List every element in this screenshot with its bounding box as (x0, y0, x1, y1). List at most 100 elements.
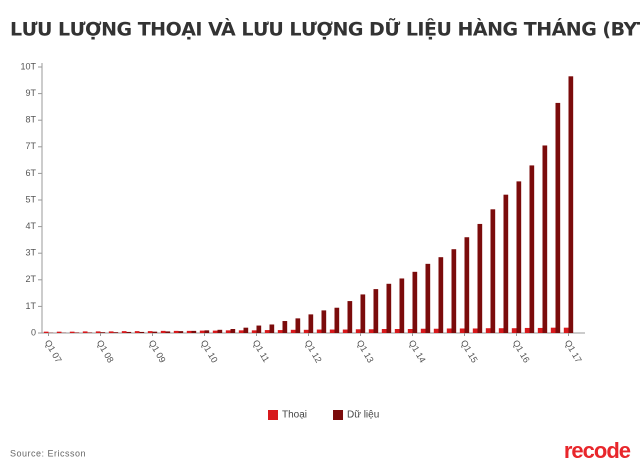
bar (407, 329, 413, 333)
bar (95, 331, 101, 333)
x-tick-label: Q1 12 (303, 338, 324, 364)
bar (204, 330, 210, 333)
bar (464, 237, 470, 333)
bar (100, 332, 106, 333)
bar (446, 328, 452, 333)
y-tick-label: 1T (25, 301, 36, 311)
bar (498, 328, 504, 333)
legend-label: Thoại (282, 410, 307, 421)
bar (381, 329, 387, 333)
bar (108, 331, 114, 333)
bar (282, 321, 288, 333)
bar (56, 331, 62, 333)
bar (459, 328, 465, 333)
bar (308, 314, 314, 333)
bar (186, 330, 192, 333)
x-tick-label: Q1 16 (511, 338, 532, 364)
bar (399, 278, 405, 333)
bar (342, 329, 348, 333)
bar (316, 329, 322, 333)
bar (251, 330, 257, 333)
bar (173, 330, 179, 333)
x-tick-label: Q1 09 (147, 338, 168, 364)
bar (191, 330, 197, 333)
bar (485, 328, 491, 333)
bar (256, 325, 262, 333)
bar (147, 331, 153, 333)
bar (568, 76, 574, 333)
bar (290, 329, 296, 333)
y-tick-label: 2T (25, 274, 36, 284)
bar (503, 194, 509, 333)
legend-swatch (333, 410, 344, 420)
bar (74, 332, 80, 333)
bar (529, 165, 535, 333)
bar (277, 330, 283, 333)
bar (542, 145, 548, 333)
bar (516, 181, 522, 333)
bar (420, 328, 426, 333)
bar (355, 329, 361, 333)
bar (555, 102, 561, 333)
bar (511, 328, 517, 333)
bar (165, 331, 171, 333)
bar (160, 330, 166, 333)
bar (212, 330, 218, 333)
bar (321, 310, 327, 333)
legend-label: Dữ liệu (347, 410, 379, 421)
x-tick-label: Q1 07 (43, 338, 64, 364)
x-tick-label: Q1 17 (563, 338, 584, 364)
bar (113, 332, 119, 333)
bar (295, 318, 301, 333)
bar (121, 331, 127, 333)
bar (524, 327, 530, 333)
bar (360, 294, 366, 333)
y-tick-label: 0 (31, 327, 36, 337)
bar (334, 307, 340, 333)
y-tick-label: 10T (20, 61, 36, 71)
y-tick-label: 5T (25, 194, 36, 204)
y-tick-label: 4T (25, 221, 36, 231)
bar (425, 263, 431, 333)
bar (126, 331, 132, 333)
legend-swatch (268, 410, 278, 420)
bar (433, 328, 439, 333)
bar (563, 327, 569, 333)
bar (264, 330, 270, 333)
bar (550, 327, 556, 333)
logo: recode (564, 438, 631, 463)
bar (217, 329, 223, 333)
bar (477, 223, 483, 333)
bar (82, 331, 88, 333)
x-tick-label: Q1 13 (355, 338, 376, 364)
y-tick-label: 3T (25, 248, 36, 258)
y-tick-label: 7T (25, 141, 36, 151)
bar (178, 331, 184, 333)
bar (243, 327, 249, 333)
bar (347, 301, 353, 333)
bar (394, 329, 400, 333)
bar (412, 271, 418, 333)
bar (199, 330, 205, 333)
x-tick-label: Q1 10 (199, 338, 220, 364)
bar (43, 331, 49, 333)
bar (69, 331, 75, 333)
x-tick-label: Q1 15 (459, 338, 480, 364)
bar (225, 330, 231, 333)
bar (303, 329, 309, 333)
bar (152, 331, 158, 333)
bar (373, 289, 379, 333)
bar (537, 327, 543, 333)
bar (368, 329, 374, 333)
y-tick-label: 8T (25, 115, 36, 125)
x-tick-label: Q1 14 (407, 338, 428, 364)
bar (134, 331, 140, 333)
x-tick-label: Q1 08 (95, 338, 116, 364)
bar (386, 283, 392, 333)
bar (139, 331, 145, 333)
source: Source: Ericsson (10, 448, 86, 458)
bar (451, 249, 457, 333)
bar (329, 329, 335, 333)
y-tick-label: 6T (25, 168, 36, 178)
